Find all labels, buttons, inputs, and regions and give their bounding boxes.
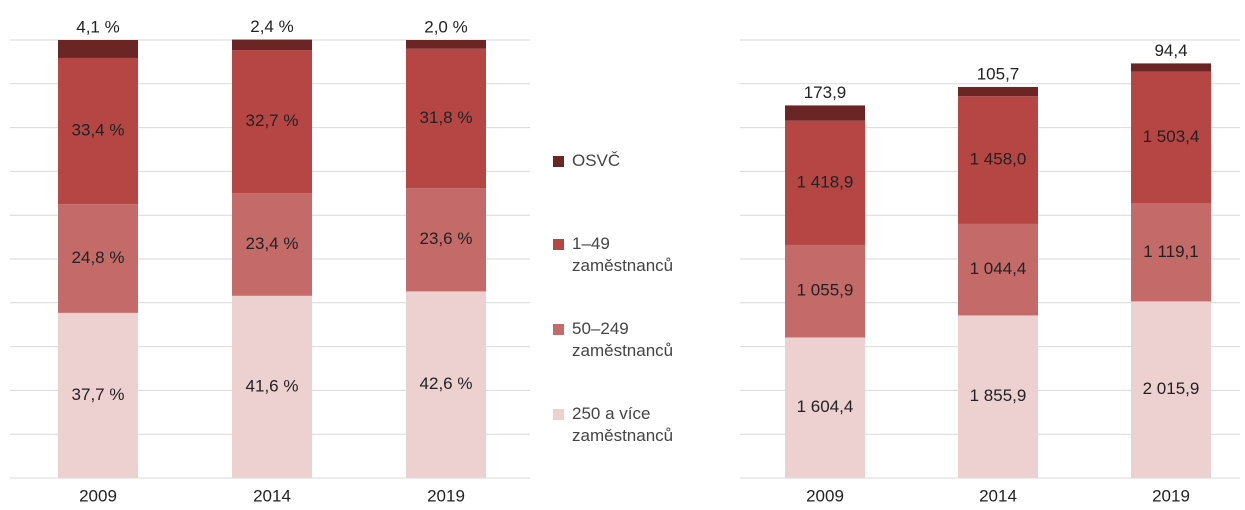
- bar-segment: [1131, 71, 1211, 204]
- bar-segment: [232, 50, 312, 194]
- data-label: 31,8 %: [420, 108, 473, 127]
- data-label: 1 044,4: [970, 259, 1027, 278]
- bar-segment: [406, 40, 486, 49]
- x-tick-label: 2019: [427, 486, 465, 505]
- legend-item: 1–49 zaměstnanců: [553, 233, 697, 277]
- data-label: 2,4 %: [250, 17, 293, 36]
- data-label: 105,7: [977, 64, 1020, 83]
- data-label: 2 015,9: [1143, 379, 1200, 398]
- x-tick-label: 2009: [79, 486, 117, 505]
- data-label: 4,1 %: [76, 17, 119, 36]
- bar-segment: [1131, 63, 1211, 72]
- x-tick-label: 2019: [1152, 486, 1190, 505]
- bar-segment: [232, 39, 312, 51]
- data-label: 37,7 %: [72, 385, 125, 404]
- data-label: 94,4: [1154, 41, 1187, 60]
- bar-segment: [58, 204, 138, 313]
- bar-segment: [1131, 203, 1211, 302]
- data-label: 173,9: [804, 83, 847, 102]
- bar-segment: [958, 96, 1038, 224]
- data-label: 42,6 %: [420, 374, 473, 393]
- data-label: 32,7 %: [246, 111, 299, 130]
- data-label: 1 119,1: [1143, 242, 1198, 261]
- bar-segment: [58, 312, 138, 478]
- x-tick-label: 2014: [979, 486, 1017, 505]
- bar-segment: [785, 120, 865, 245]
- bar-segment: [785, 337, 865, 478]
- data-label: 1 418,9: [797, 172, 854, 191]
- bar-segment: [785, 244, 865, 338]
- bar-segment: [785, 105, 865, 121]
- data-label: 24,8 %: [72, 248, 125, 267]
- data-label: 23,6 %: [420, 229, 473, 248]
- legend-swatch: [553, 324, 564, 335]
- x-tick-label: 2009: [806, 486, 844, 505]
- legend-item: OSVČ: [553, 150, 697, 172]
- bar-segment: [406, 188, 486, 292]
- bar-segment: [232, 193, 312, 296]
- data-label: 23,4 %: [246, 234, 299, 253]
- legend-label: 50–249 zaměstnanců: [572, 319, 674, 360]
- data-label: 33,4 %: [72, 121, 125, 140]
- data-label: 1 458,0: [970, 150, 1027, 169]
- data-label: 1 604,4: [797, 397, 854, 416]
- legend-item: 50–249 zaměstnanců: [553, 318, 697, 362]
- x-tick-label: 2014: [253, 486, 291, 505]
- data-label: 1 503,4: [1143, 127, 1200, 146]
- legend-swatch: [553, 409, 564, 420]
- legend-swatch: [553, 239, 564, 250]
- bar-segment: [958, 86, 1038, 97]
- legend-item: 250 a více zaměstnanců: [553, 403, 697, 447]
- legend-label: 250 a více zaměstnanců: [572, 404, 674, 445]
- bar-segment: [406, 291, 486, 478]
- data-label: 2,0 %: [424, 17, 467, 36]
- bar-segment: [1131, 301, 1211, 478]
- bar-segment: [58, 57, 138, 205]
- bar-segment: [958, 315, 1038, 478]
- legend-swatch: [553, 156, 564, 167]
- data-label: 41,6 %: [246, 376, 299, 395]
- bar-segment: [958, 223, 1038, 316]
- bar-segment: [58, 40, 138, 58]
- data-label: 1 055,9: [797, 281, 854, 300]
- bar-segment: [232, 295, 312, 478]
- legend-label: OSVČ: [572, 151, 621, 170]
- data-label: 1 855,9: [970, 386, 1027, 405]
- legend-label: 1–49 zaměstnanců: [572, 234, 674, 275]
- bar-segment: [406, 48, 486, 189]
